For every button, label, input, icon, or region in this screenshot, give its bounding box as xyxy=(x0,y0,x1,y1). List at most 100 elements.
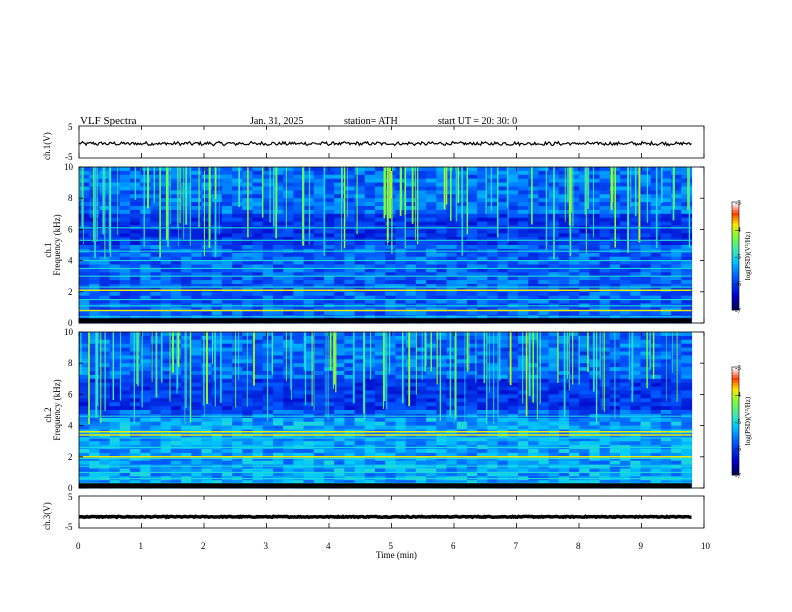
spectrogram-cell xyxy=(385,480,397,485)
spectrogram-cell xyxy=(79,190,90,195)
spectrogram-cell xyxy=(252,190,264,195)
spectrogram-cell xyxy=(415,343,427,349)
spectrogram-cell xyxy=(252,299,264,305)
spectrogram-cell xyxy=(456,378,468,384)
spectrogram-cell xyxy=(487,291,499,297)
spectrogram-cell xyxy=(589,213,601,219)
spectrogram-cell xyxy=(242,425,254,431)
spectrogram-cell xyxy=(487,206,499,211)
spectrogram-cell xyxy=(79,347,90,353)
spectrogram-cell xyxy=(528,284,539,289)
spectrogram-cell xyxy=(405,276,417,281)
spectrogram-cell xyxy=(405,480,417,485)
spectrogram-cell xyxy=(589,464,601,470)
spectrogram-cell xyxy=(507,398,519,403)
spectrogram-cell xyxy=(79,398,90,403)
spectrogram-cell xyxy=(191,252,203,258)
spectrogram-cell xyxy=(620,456,631,462)
spectrogram-cell xyxy=(640,417,652,423)
spectrogram-cell xyxy=(170,260,182,266)
colorbar-segment xyxy=(732,285,739,289)
spectrogram-cell xyxy=(130,410,141,415)
spectrogram-cell xyxy=(477,363,488,368)
spectrogram-cell xyxy=(140,206,152,211)
spectrogram-cell xyxy=(303,468,315,473)
spectrogram-cell xyxy=(660,452,672,458)
spectrogram-cell xyxy=(446,402,458,407)
spectrogram-cell xyxy=(436,178,448,184)
spectrogram-cell xyxy=(79,417,90,423)
spectrogram-cell xyxy=(426,452,437,458)
spectrogram-cell xyxy=(620,371,631,376)
spectrogram-cell xyxy=(507,382,519,388)
spectrogram-cell xyxy=(579,402,590,407)
spectrogram-cell xyxy=(252,202,264,207)
spectrogram-cell xyxy=(232,386,243,392)
spectrogram-cell xyxy=(89,406,100,411)
spectrogram-cell xyxy=(344,386,356,392)
spectrogram-cell xyxy=(620,406,631,411)
spectrogram-cell xyxy=(599,386,611,392)
spectrogram-cell xyxy=(630,456,642,462)
spectrogram-cell xyxy=(385,468,397,473)
spectrogram-cell xyxy=(303,332,315,337)
spectrogram-cell xyxy=(650,284,662,289)
spectrogram-cell xyxy=(446,406,458,411)
spectrogram-cell xyxy=(109,178,121,184)
spectrogram-cell xyxy=(426,449,437,454)
spectrogram-cell xyxy=(426,394,437,399)
spectrogram-cell xyxy=(130,291,141,297)
spectrogram-cell xyxy=(579,221,590,227)
spectrogram-cell xyxy=(405,460,417,466)
spectrogram-cell xyxy=(487,170,499,176)
spectrogram-cell xyxy=(89,390,100,395)
spectrogram-cell xyxy=(569,335,580,341)
spectrogram-cell xyxy=(569,284,580,289)
spectrogram-cell xyxy=(671,221,682,227)
spectrogram-cell xyxy=(671,264,682,269)
spectrogram-cell xyxy=(130,217,141,223)
spectrogram-cell xyxy=(313,449,325,454)
spectrogram-cell xyxy=(405,307,417,312)
spectrogram-cell xyxy=(344,468,356,473)
spectrogram-cell xyxy=(140,178,152,184)
spectrogram-cell xyxy=(426,280,437,285)
spectrogram-cell xyxy=(558,417,570,423)
spectrogram-cell xyxy=(620,382,631,388)
colorbar-segment xyxy=(732,202,739,206)
spectrogram-cell xyxy=(344,182,356,188)
spectrogram-cell xyxy=(518,229,529,234)
spectrogram-cell xyxy=(283,299,294,305)
spectrogram-cell xyxy=(579,374,590,380)
spectrogram-cell xyxy=(456,307,468,312)
spectrogram-cell xyxy=(497,280,509,285)
spectrogram-cell xyxy=(283,390,294,395)
spectrogram-cell xyxy=(538,355,550,360)
spectrogram-cell xyxy=(497,221,509,227)
spectrogram-cell xyxy=(242,421,254,427)
spectrogram-cell xyxy=(620,374,631,380)
spectrogram-cell xyxy=(191,456,203,462)
spectrogram-cell xyxy=(681,355,693,360)
spectrogram-cell xyxy=(446,280,458,285)
spectrogram-cell xyxy=(313,202,325,207)
spectrogram-cell xyxy=(262,367,274,372)
spectrogram-cell xyxy=(191,398,203,403)
spectrogram-cell xyxy=(170,295,182,301)
spectrogram-cell xyxy=(140,452,152,458)
spectrogram-cell xyxy=(313,410,325,415)
spectrogram-cell xyxy=(518,178,529,184)
spectrogram-cell xyxy=(589,425,601,431)
spectrogram-cell xyxy=(334,437,345,442)
spectrogram-cell xyxy=(558,198,570,203)
spectrogram-cell xyxy=(201,202,213,207)
spectrogram-cell xyxy=(681,295,693,301)
spectrogram-cell xyxy=(620,221,631,227)
spectrogram-cell xyxy=(507,315,519,320)
spectrogram-cell xyxy=(324,374,335,380)
spectrogram-cell xyxy=(518,351,529,356)
spectrogram-cell xyxy=(232,410,243,415)
spectrogram-cell xyxy=(191,174,203,180)
spectrogram-cell xyxy=(487,276,499,281)
spectrogram-cell xyxy=(252,194,264,199)
